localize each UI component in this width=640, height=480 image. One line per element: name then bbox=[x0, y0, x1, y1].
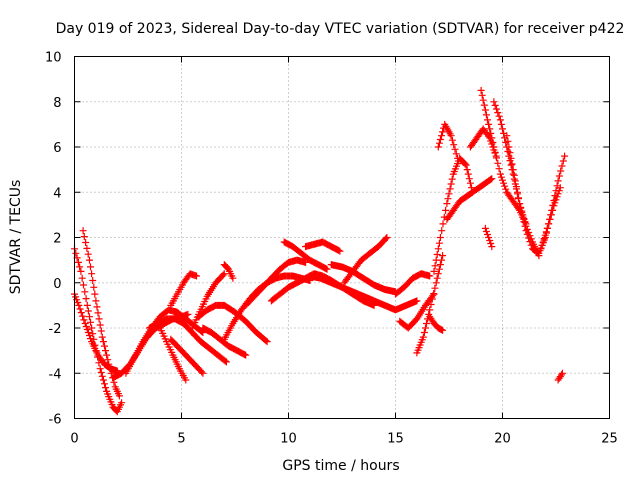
series-arc-y bbox=[426, 313, 447, 334]
data-point-markers bbox=[434, 120, 462, 162]
series-arc-v bbox=[392, 270, 434, 298]
series-arc-af bbox=[490, 98, 543, 260]
series-arc-ad bbox=[477, 86, 530, 228]
data-point-markers bbox=[242, 256, 310, 309]
data-point-markers bbox=[443, 175, 496, 223]
series-arc-o bbox=[242, 256, 310, 309]
data-point-markers bbox=[396, 290, 438, 332]
x-tick-label: 10 bbox=[280, 432, 297, 447]
y-tick-label: 0 bbox=[53, 277, 61, 292]
data-points bbox=[71, 86, 569, 416]
series-arc-ai bbox=[554, 369, 566, 384]
x-tick-label: 25 bbox=[601, 432, 618, 447]
series-arc-q bbox=[280, 238, 331, 273]
plot-frame bbox=[74, 56, 610, 419]
series-arc-ah bbox=[537, 184, 564, 253]
y-tick-label: 2 bbox=[53, 232, 61, 247]
series-arc-u bbox=[340, 234, 391, 287]
series-arc-ae bbox=[481, 224, 496, 251]
data-point-markers bbox=[481, 224, 496, 251]
series-arc-h bbox=[167, 335, 207, 377]
x-tick-label: 20 bbox=[494, 432, 511, 447]
data-point-markers bbox=[477, 86, 530, 228]
data-point-markers bbox=[302, 238, 344, 255]
data-point-markers bbox=[145, 315, 230, 366]
data-point-markers bbox=[426, 313, 447, 334]
data-point-markers bbox=[167, 335, 207, 377]
data-point-markers bbox=[156, 324, 190, 384]
series-arc-b bbox=[79, 227, 123, 400]
y-tick-label: 10 bbox=[45, 51, 62, 66]
series-arc-w bbox=[396, 290, 438, 332]
series-arc-t bbox=[327, 261, 399, 296]
data-point-markers bbox=[188, 270, 228, 332]
data-point-markers bbox=[79, 227, 123, 400]
data-point-markers bbox=[220, 261, 237, 282]
data-point-markers bbox=[340, 234, 391, 287]
data-point-markers bbox=[392, 270, 434, 298]
series-arc-f bbox=[145, 315, 230, 366]
series-arc-g bbox=[156, 324, 190, 384]
series-arc-z bbox=[430, 154, 476, 275]
data-point-markers bbox=[537, 184, 564, 253]
series-arc-j bbox=[188, 270, 228, 332]
series-arc-l bbox=[199, 324, 250, 359]
y-tick-label: 4 bbox=[53, 186, 61, 201]
y-tick-label: -6 bbox=[49, 413, 62, 428]
series-arc-i bbox=[167, 270, 200, 309]
data-point-markers bbox=[490, 98, 543, 260]
series-arc-s bbox=[306, 272, 421, 314]
x-axis-title: GPS time / hours bbox=[282, 458, 399, 474]
y-tick-labels: -6 -4 -2 0 2 4 6 8 10 bbox=[45, 51, 62, 428]
series-arc-aa bbox=[434, 120, 462, 162]
y-tick-label: 8 bbox=[53, 96, 61, 111]
grid bbox=[74, 56, 610, 419]
series-arc-r bbox=[302, 238, 344, 255]
data-point-markers bbox=[413, 252, 447, 357]
x-tick-label: 15 bbox=[387, 432, 404, 447]
data-point-markers bbox=[167, 270, 200, 309]
data-point-markers bbox=[199, 324, 250, 359]
x-tick-label: 5 bbox=[177, 432, 185, 447]
data-point-markers bbox=[306, 272, 421, 314]
y-tick-label: 6 bbox=[53, 141, 61, 156]
series-arc-ab bbox=[443, 175, 496, 223]
chart-title: Day 019 of 2023, Sidereal Day-to-day VTE… bbox=[56, 21, 625, 37]
x-tick-label: 0 bbox=[70, 432, 78, 447]
series-arc-x bbox=[413, 252, 447, 357]
data-point-markers bbox=[430, 154, 476, 275]
y-axis-title: SDTVAR / TECUs bbox=[8, 180, 24, 295]
x-tick-labels: 0 5 10 15 20 25 bbox=[70, 432, 617, 447]
series-arc-n bbox=[220, 261, 237, 282]
data-point-markers bbox=[327, 261, 399, 296]
y-tick-label: -2 bbox=[49, 322, 62, 337]
data-point-markers bbox=[554, 369, 566, 384]
data-point-markers bbox=[280, 238, 331, 273]
y-tick-label: -4 bbox=[49, 367, 62, 382]
